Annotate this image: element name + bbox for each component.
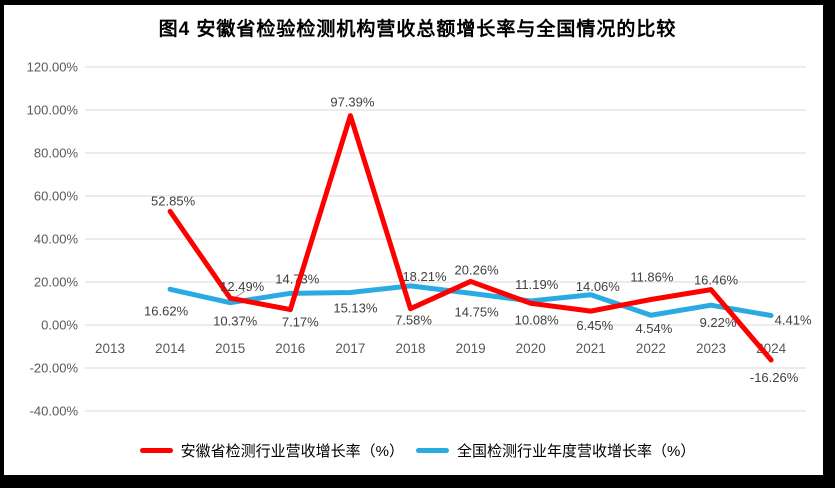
x-axis-label: 2013 — [95, 341, 125, 356]
x-axis-label: 2020 — [516, 341, 546, 356]
frame-border-bottom — [0, 475, 835, 488]
anhui-data-label: 97.39% — [330, 95, 375, 110]
x-axis-label: 2019 — [456, 341, 486, 356]
frame-border-right — [823, 0, 835, 488]
frame-border-left — [0, 0, 4, 488]
x-axis-label: 2023 — [696, 341, 726, 356]
y-axis-tick-label: 60.00% — [34, 189, 79, 204]
national-data-label: 11.19% — [515, 277, 559, 292]
x-axis-label: 2014 — [155, 341, 186, 356]
x-axis-label: 2017 — [335, 341, 365, 356]
y-axis-tick-label: 80.00% — [34, 146, 79, 161]
legend-item-national: 全国检测行业年度营收增长率（%） — [416, 440, 695, 461]
legend-label-national: 全国检测行业年度营收增长率（%） — [457, 443, 696, 460]
anhui-data-label: 16.46% — [694, 273, 739, 288]
national-data-label: 10.37% — [213, 314, 258, 329]
anhui-series-line — [167, 113, 774, 363]
chart-title: 图4 安徽省检验检测机构营收总额增长率与全国情况的比较 — [158, 19, 677, 40]
x-axis-label: 2022 — [636, 341, 666, 356]
anhui-data-label: 52.85% — [151, 193, 196, 208]
y-axis-tick-label: 0.00% — [41, 318, 78, 333]
national-data-label: 14.06% — [576, 279, 621, 294]
anhui-data-label: 7.58% — [395, 313, 432, 328]
x-axis-label: 2018 — [395, 341, 425, 356]
y-axis-tick-label: -40.00% — [30, 404, 79, 419]
y-axis-tick-label: 20.00% — [34, 275, 79, 290]
legend-item-anhui: 安徽省检测行业营收增长率（%） — [139, 440, 404, 461]
national-line-swatch — [416, 448, 449, 453]
national-data-label: 14.75% — [455, 304, 500, 319]
anhui-data-label: 6.45% — [576, 318, 613, 333]
national-data-label: 4.54% — [635, 321, 672, 336]
national-data-label: 15.13% — [333, 300, 378, 315]
anhui-data-label: -16.26% — [750, 370, 799, 385]
anhui-data-label: 20.26% — [455, 262, 500, 277]
national-data-label: 4.41% — [775, 313, 812, 328]
anhui-data-label: 11.86% — [630, 270, 674, 285]
x-axis-label: 2021 — [576, 341, 606, 356]
y-axis-tick-label: 40.00% — [34, 232, 79, 247]
y-axis-tick-label: -20.00% — [30, 361, 79, 376]
national-data-label: 16.62% — [144, 303, 189, 318]
anhui-data-label: 7.17% — [282, 315, 319, 330]
chart-legend: 安徽省检测行业营收增长率（%） 全国检测行业年度营收增长率（%） — [0, 440, 835, 461]
national-series-line — [167, 283, 774, 319]
anhui-data-label: 12.49% — [220, 279, 265, 294]
national-data-label: 18.21% — [402, 269, 447, 284]
y-axis-tick-label: 100.00% — [27, 103, 79, 118]
national-data-label: 9.22% — [700, 315, 737, 330]
y-axis-tick-label: 120.00% — [27, 60, 79, 75]
x-axis-label: 2015 — [215, 341, 245, 356]
anhui-line-swatch — [139, 448, 173, 453]
frame-border-top — [0, 0, 835, 5]
legend-label-anhui: 安徽省检测行业营收增长率（%） — [180, 443, 404, 460]
x-axis-label: 2016 — [275, 341, 305, 356]
anhui-data-label: 10.08% — [515, 312, 560, 327]
